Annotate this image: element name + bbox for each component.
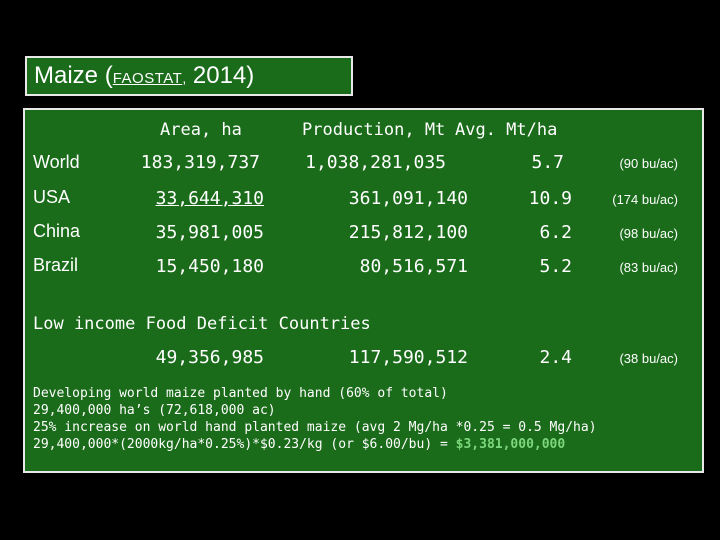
header-production: Production, Mt: [302, 120, 446, 140]
header-yield: Avg. Mt/ha: [455, 120, 558, 140]
header-area: Area, ha: [160, 120, 242, 140]
title-source: FAOSTAT: [112, 70, 183, 87]
note-line-4: 29,400,000*(2000kg/ha*0.25%)*$0.23/kg (o…: [33, 436, 597, 453]
row-area-world: 183,319,737: [140, 152, 260, 173]
row-label-world: World: [33, 152, 80, 172]
title-comma: ,: [182, 70, 187, 86]
row-production-china: 215,812,100: [348, 222, 468, 243]
row-yield-world: 5.7: [531, 152, 564, 173]
title-main: Maize (: [34, 62, 113, 89]
row-area-brazil: 15,450,180: [155, 256, 264, 277]
row-yield-china: 6.2: [539, 222, 572, 243]
slide-title: Maize (FAOSTAT, 2014): [25, 56, 353, 96]
lifdc-bu: (38 bu/ac): [619, 351, 678, 366]
row-production-world: 1,038,281,035: [305, 152, 446, 173]
lifdc-area: 49,356,985: [155, 347, 264, 368]
lifdc-heading: Low income Food Deficit Countries: [33, 314, 371, 334]
row-label-usa: USA: [33, 187, 71, 207]
note-line-3: 25% increase on world hand planted maize…: [33, 420, 597, 435]
row-area-usa: 33,644,310: [155, 188, 264, 209]
row-bu-world: (90 bu/ac): [619, 156, 678, 171]
row-bu-brazil: (83 bu/ac): [619, 260, 678, 275]
row-production-usa: 361,091,140: [348, 188, 468, 209]
lifdc-yield: 2.4: [539, 347, 572, 368]
notes-block: Developing world maize planted by hand (…: [33, 385, 597, 453]
row-area-china: 35,981,005: [155, 222, 264, 243]
row-yield-usa: 10.9: [528, 188, 572, 209]
data-panel: Area, ha Production, Mt Avg. Mt/ha World…: [23, 108, 704, 473]
note-line-1: Developing world maize planted by hand (…: [33, 386, 448, 401]
title-year: 2014): [186, 62, 255, 89]
row-label-brazil: Brazil: [33, 255, 79, 275]
note-total-cost: $3,381,000,000: [455, 437, 566, 452]
note-line-2: 29,400,000 ha’s (72,618,000 ac): [33, 403, 276, 418]
row-bu-usa: (174 bu/ac): [612, 192, 678, 207]
row-yield-brazil: 5.2: [539, 256, 572, 277]
note-line-4-prefix: 29,400,000*(2000kg/ha*0.25%)*$0.23/kg (o…: [33, 437, 456, 452]
row-label-china: China: [33, 221, 81, 241]
lifdc-production: 117,590,512: [348, 347, 468, 368]
row-bu-china: (98 bu/ac): [619, 226, 678, 241]
row-production-brazil: 80,516,571: [359, 256, 468, 277]
